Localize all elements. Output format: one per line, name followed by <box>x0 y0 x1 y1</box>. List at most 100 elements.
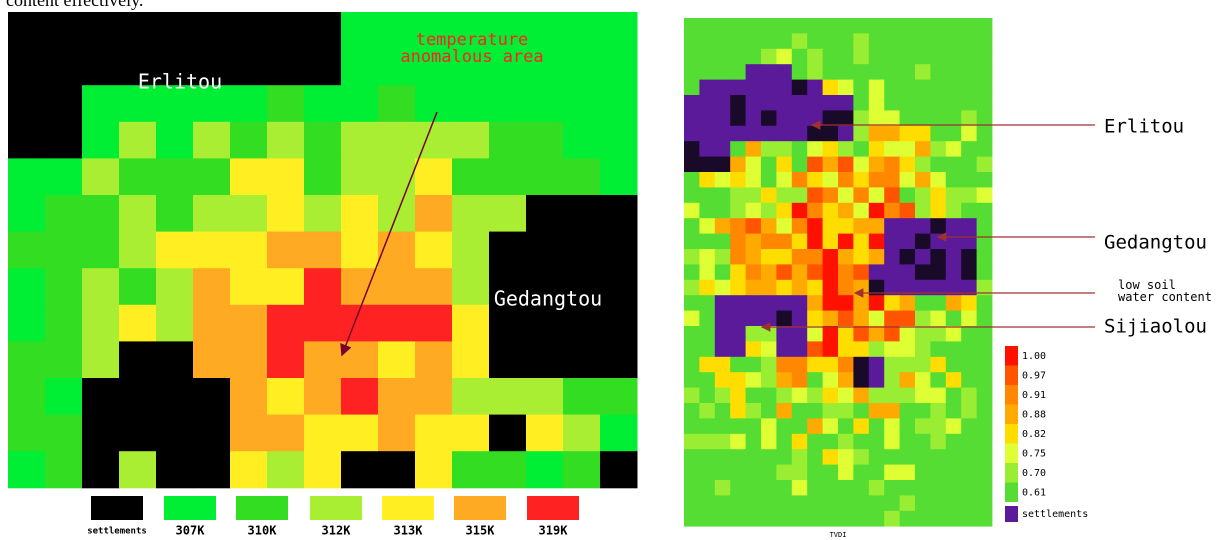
legend-label: 0.91 <box>1022 390 1046 401</box>
map-cell <box>82 415 120 452</box>
map-cell <box>119 341 157 378</box>
map-cell <box>930 49 946 65</box>
map-cell <box>807 18 823 34</box>
map-cell <box>977 157 993 173</box>
map-cell <box>715 64 731 80</box>
map-cell <box>853 203 869 219</box>
map-cell <box>792 157 808 173</box>
map-cell <box>45 451 83 488</box>
map-cell <box>489 451 527 488</box>
map-cell <box>8 378 46 415</box>
map-cell <box>715 234 731 250</box>
map-cell <box>715 403 731 419</box>
map-cell <box>930 311 946 327</box>
map-cell <box>869 80 885 96</box>
map-cell <box>415 305 453 342</box>
map-cell <box>961 80 977 96</box>
map-cell <box>915 357 931 373</box>
map-cell <box>900 218 916 234</box>
map-cell <box>977 311 993 327</box>
map-cell <box>869 434 885 450</box>
map-cell <box>730 141 746 157</box>
map-cell <box>853 110 869 126</box>
map-cell <box>977 64 993 80</box>
map-cell <box>838 326 854 342</box>
map-cell <box>156 195 194 232</box>
map-cell <box>8 415 46 452</box>
legend-swatch <box>1005 366 1018 386</box>
map-cell <box>699 95 715 111</box>
tvdi-map <box>684 18 992 527</box>
map-cell <box>715 480 731 496</box>
map-cell <box>699 449 715 465</box>
map-cell <box>915 234 931 250</box>
map-cell <box>946 388 962 404</box>
map-cell <box>930 110 946 126</box>
map-cell <box>526 122 564 159</box>
caption-fragment: content effectively. <box>6 0 143 10</box>
map-cell <box>961 418 977 434</box>
map-cell <box>45 12 83 49</box>
map-cell <box>823 249 839 265</box>
map-cell <box>977 110 993 126</box>
map-cell <box>776 234 792 250</box>
map-cell <box>930 295 946 311</box>
map-cell <box>915 33 931 49</box>
map-cell <box>600 232 638 269</box>
map-cell <box>915 480 931 496</box>
map-cell <box>699 465 715 481</box>
map-cell <box>776 64 792 80</box>
map-cell <box>884 449 900 465</box>
map-cell <box>961 480 977 496</box>
map-cell <box>156 12 194 49</box>
sijiaolou-label: Sijiaolou <box>1104 316 1207 338</box>
map-cell <box>730 372 746 388</box>
map-cell <box>193 12 231 49</box>
map-cell <box>853 187 869 203</box>
map-cell <box>526 415 564 452</box>
map-cell <box>946 187 962 203</box>
map-cell <box>838 126 854 142</box>
map-cell <box>853 249 869 265</box>
map-cell <box>119 378 157 415</box>
map-cell <box>977 511 993 527</box>
map-cell <box>267 158 305 195</box>
map-cell <box>807 280 823 296</box>
map-cell <box>853 234 869 250</box>
legend-swatch <box>1005 463 1018 483</box>
map-cell <box>730 33 746 49</box>
map-cell <box>823 234 839 250</box>
map-cell <box>761 187 777 203</box>
map-cell <box>730 511 746 527</box>
map-cell <box>699 264 715 280</box>
map-cell <box>853 295 869 311</box>
map-cell <box>961 326 977 342</box>
map-cell <box>378 305 416 342</box>
map-cell <box>853 357 869 373</box>
map-cell <box>930 141 946 157</box>
map-cell <box>684 480 700 496</box>
map-cell <box>853 326 869 342</box>
map-cell <box>699 480 715 496</box>
map-cell <box>699 172 715 188</box>
map-cell <box>684 187 700 203</box>
map-cell <box>792 95 808 111</box>
map-cell <box>977 80 993 96</box>
map-cell <box>869 465 885 481</box>
map-cell <box>761 264 777 280</box>
map-cell <box>807 234 823 250</box>
map-cell <box>8 122 46 159</box>
map-cell <box>869 33 885 49</box>
map-cell <box>915 218 931 234</box>
map-cell <box>267 122 305 159</box>
map-cell <box>156 305 194 342</box>
map-cell <box>853 480 869 496</box>
map-cell <box>869 249 885 265</box>
map-cell <box>715 141 731 157</box>
map-cell <box>489 195 527 232</box>
map-cell <box>415 85 453 122</box>
map-cell <box>600 415 638 452</box>
map-cell <box>156 122 194 159</box>
temperature-map <box>8 12 638 488</box>
map-cell <box>915 49 931 65</box>
